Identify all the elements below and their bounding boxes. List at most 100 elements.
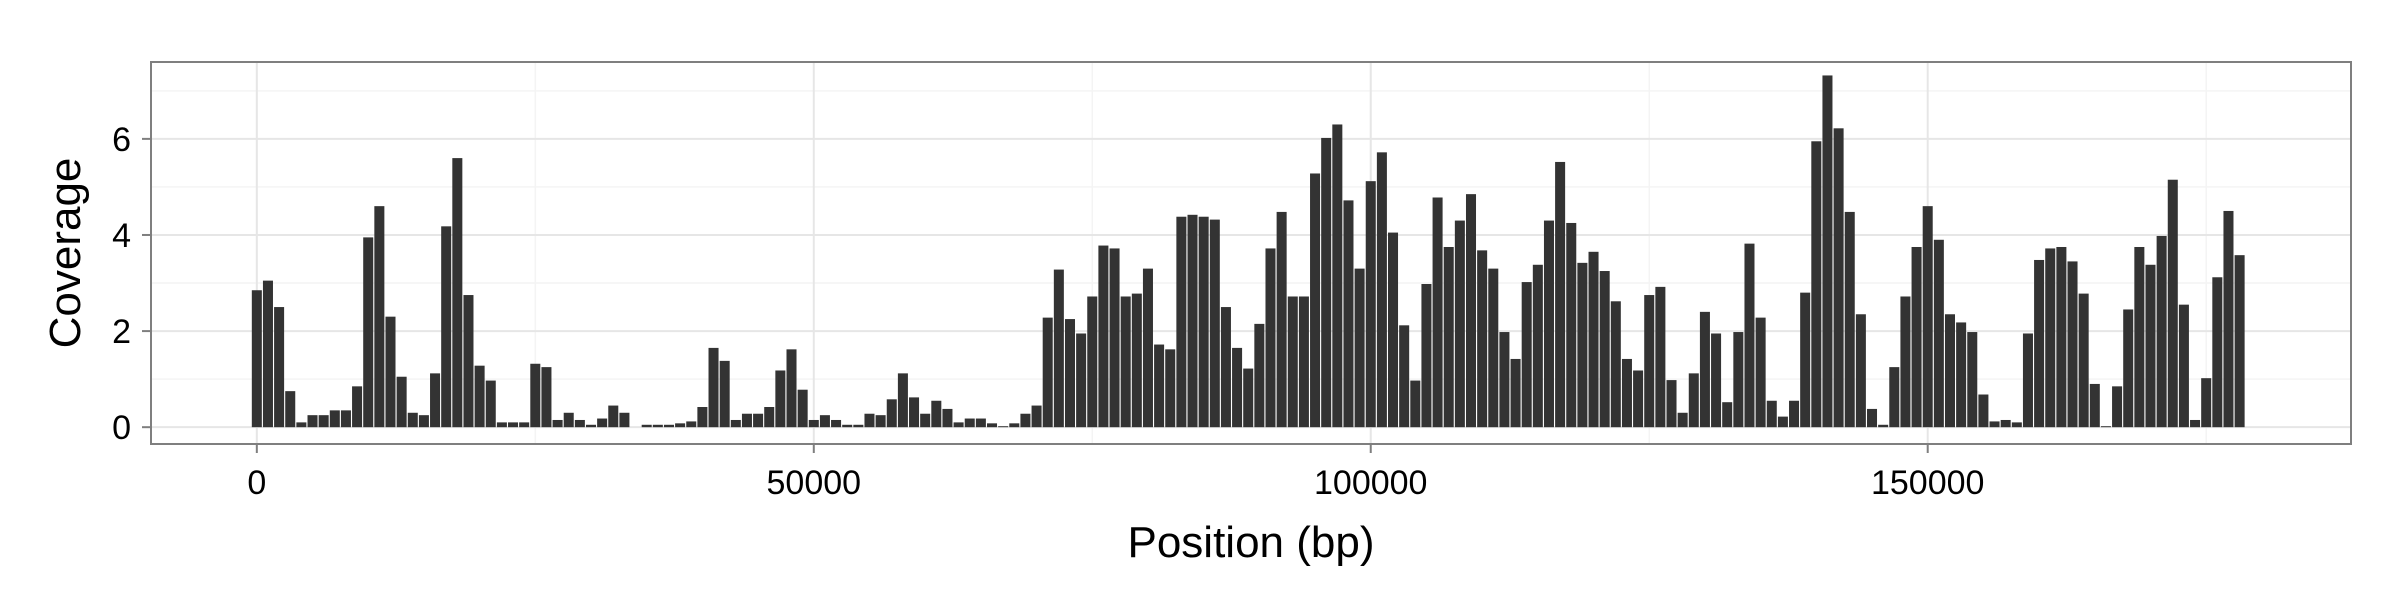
coverage-bar [2190, 419, 2201, 428]
coverage-bar [1699, 311, 1710, 428]
coverage-bar [1321, 137, 1332, 428]
coverage-bar [2011, 422, 2022, 428]
coverage-bar [831, 419, 842, 428]
coverage-bar [1154, 344, 1165, 428]
coverage-bar [1655, 286, 1666, 428]
coverage-bar [1599, 271, 1610, 428]
coverage-bar [1488, 268, 1499, 428]
axes-layer: 0 50000 100000 150000 0 2 4 6 [112, 121, 1984, 502]
coverage-bar [1822, 75, 1833, 428]
coverage-bar [2167, 179, 2178, 428]
coverage-bar [853, 424, 864, 428]
coverage-bar [452, 158, 463, 428]
coverage-bar [519, 422, 530, 428]
coverage-bar [1811, 141, 1822, 428]
coverage-bar [552, 419, 563, 428]
coverage-bar [318, 415, 329, 428]
coverage-bar [1633, 370, 1644, 428]
coverage-bar [1989, 421, 2000, 428]
y-tick-label: 4 [112, 217, 131, 255]
coverage-bar [875, 415, 886, 428]
coverage-bar [909, 397, 920, 428]
coverage-bar [1510, 358, 1521, 428]
coverage-bar [1176, 216, 1187, 428]
coverage-bar [1922, 206, 1933, 428]
coverage-bar [886, 399, 897, 428]
coverage-bar [1878, 424, 1889, 428]
coverage-bar [1109, 248, 1120, 428]
coverage-bar [1098, 245, 1109, 428]
coverage-bar [1465, 194, 1477, 428]
coverage-bar [808, 419, 819, 428]
coverage-bar [1209, 219, 1220, 428]
coverage-bar [652, 424, 663, 428]
coverage-bar [307, 415, 318, 428]
coverage-bar [1666, 380, 1677, 428]
coverage-bar [987, 423, 998, 428]
coverage-bar [1588, 251, 1599, 428]
coverage-bar [686, 421, 697, 428]
coverage-bar [1087, 296, 1098, 428]
coverage-bar [897, 373, 908, 428]
coverage-bar [1911, 246, 1922, 428]
coverage-bar [385, 316, 396, 428]
coverage-bar [619, 412, 630, 428]
coverage-bar [1287, 296, 1298, 428]
coverage-bar [1711, 333, 1722, 428]
coverage-bar [1009, 423, 1020, 428]
coverage-bar [697, 407, 708, 428]
coverage-bar [1120, 296, 1131, 428]
coverage-bar [1744, 243, 1755, 428]
coverage-bar [775, 370, 786, 428]
coverage-bar [2022, 333, 2033, 428]
coverage-bar [363, 237, 374, 428]
x-tick-label: 0 [247, 464, 266, 502]
coverage-bar [496, 422, 507, 428]
coverage-bar [1499, 332, 1510, 428]
coverage-bar [430, 373, 441, 428]
coverage-bar [1354, 268, 1365, 428]
coverage-bar [1031, 405, 1042, 428]
coverage-bar [541, 367, 552, 428]
coverage-bar [1343, 200, 1354, 428]
y-tick-label: 6 [112, 121, 131, 159]
coverage-bar [1688, 373, 1699, 428]
coverage-bar [1454, 220, 1465, 428]
coverage-bar [463, 295, 474, 428]
coverage-bar [675, 423, 686, 428]
coverage-bar [251, 290, 262, 428]
coverage-bar [1933, 239, 1944, 428]
coverage-bar [1076, 333, 1087, 428]
coverage-bar [1621, 358, 1632, 428]
coverage-bar [2145, 264, 2156, 428]
coverage-bar [407, 412, 418, 428]
coverage-bar [1220, 307, 1231, 428]
y-tick-label: 0 [112, 409, 131, 447]
coverage-bar [2056, 246, 2067, 428]
coverage-bar [530, 363, 541, 428]
coverage-bar [1265, 248, 1276, 428]
coverage-bar [1944, 314, 1955, 428]
coverage-bar [1131, 293, 1142, 428]
coverage-bar [1187, 214, 1198, 428]
coverage-bar [1867, 408, 1878, 428]
coverage-bar [2123, 309, 2134, 428]
coverage-bar [2034, 259, 2045, 428]
coverage-bar [975, 418, 986, 428]
coverage-bar [1443, 246, 1454, 428]
coverage-bar [508, 422, 519, 428]
coverage-bar [1967, 332, 1978, 428]
coverage-bar [340, 410, 351, 428]
coverage-bar [1064, 319, 1075, 428]
coverage-bar [296, 422, 307, 428]
coverage-bar [2178, 304, 2189, 428]
bars-layer [251, 75, 2245, 428]
coverage-bar [1644, 295, 1655, 428]
coverage-bar [274, 307, 285, 428]
coverage-bar [1978, 394, 1989, 428]
coverage-bar [1198, 216, 1209, 428]
coverage-bar [797, 389, 808, 428]
coverage-bar [942, 408, 953, 428]
coverage-bar [1800, 292, 1811, 428]
